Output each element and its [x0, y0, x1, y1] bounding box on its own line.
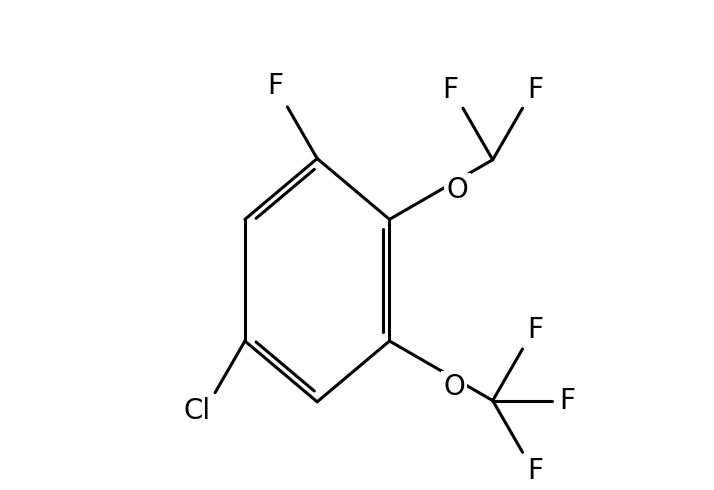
Text: F: F [527, 317, 543, 344]
Text: O: O [446, 175, 468, 203]
Text: F: F [559, 387, 575, 415]
Text: F: F [527, 457, 543, 485]
Text: F: F [267, 72, 283, 100]
Text: Cl: Cl [183, 397, 211, 425]
Text: O: O [443, 373, 465, 401]
Text: F: F [443, 75, 458, 103]
Text: F: F [527, 75, 543, 103]
